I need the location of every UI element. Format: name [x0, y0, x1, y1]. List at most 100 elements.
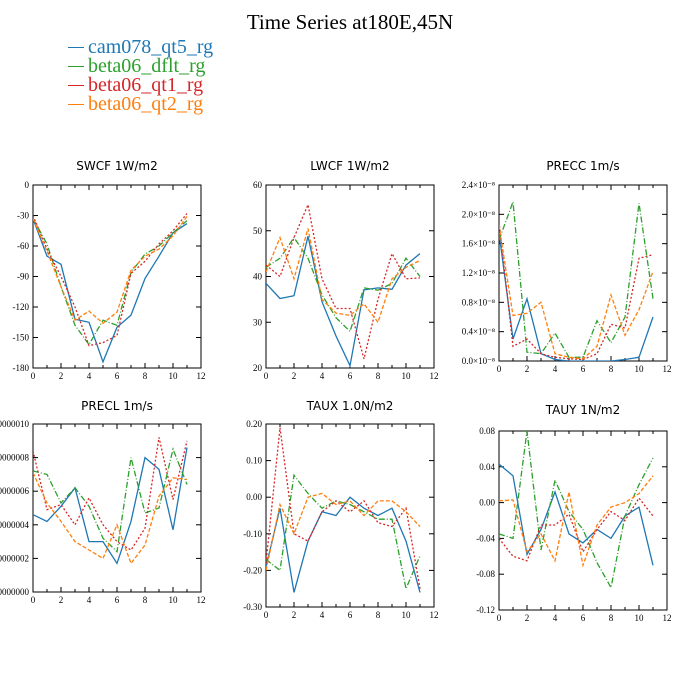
- chart-panel: PRECC 1m/s 0 2 4 6 8 10 12 0.0×10⁻⁸ 0.4×10⁻⁸ 0.8×1…: [462, 159, 672, 374]
- plot-frame: [265, 184, 435, 369]
- x-tick-label: 4: [87, 595, 92, 605]
- series-line: [33, 437, 188, 551]
- plot-frame: [498, 184, 668, 362]
- x-tick-label: 10: [635, 613, 645, 623]
- y-tick-label: 30: [253, 317, 263, 327]
- x-tick-label: 8: [143, 595, 148, 605]
- legend-swatch: [68, 84, 84, 87]
- x-tick-label: 6: [581, 364, 586, 374]
- y-tick-label: 0000000: [0, 587, 30, 597]
- y-tick-label: 0000010: [0, 419, 30, 429]
- legend-entry: cam078_qt5_rg: [68, 36, 214, 58]
- y-tick-label: 50: [253, 226, 263, 236]
- chart-title: TAUY 1N/m2: [545, 403, 621, 417]
- legend-swatch: [68, 65, 84, 68]
- x-tick-label: 2: [292, 371, 297, 381]
- x-tick-label: 2: [59, 371, 64, 381]
- series-line: [266, 202, 421, 360]
- x-tick-label: 0: [31, 371, 36, 381]
- y-tick-label: 0.10: [246, 456, 262, 466]
- y-tick-label: 1.6×10⁻⁸: [462, 239, 495, 249]
- x-tick-label: 0: [264, 610, 269, 620]
- legend-label: cam078_qt5_rg: [88, 36, 214, 58]
- x-tick-label: 6: [115, 371, 120, 381]
- y-tick-label: -150: [13, 333, 30, 343]
- chart-panel: SWCF 1W/m2 0 2 4 6 8 10 12 -180 -150 -120 -90 -60 -30…: [13, 159, 206, 381]
- x-tick-label: 12: [197, 371, 206, 381]
- y-tick-label: -0.04: [476, 533, 495, 543]
- series-line: [266, 228, 421, 324]
- y-tick-label: 2.4×10⁻⁸: [462, 180, 495, 190]
- x-tick-label: 12: [663, 364, 672, 374]
- series-line: [499, 463, 654, 566]
- y-tick-label: 0.20: [246, 419, 262, 429]
- y-tick-label: 0000008: [0, 453, 30, 463]
- y-tick-label: -60: [17, 241, 29, 251]
- x-tick-label: 0: [31, 595, 36, 605]
- series-line: [266, 427, 421, 589]
- series-line: [33, 447, 188, 554]
- legend-label: beta06_qt1_rg: [88, 74, 204, 96]
- y-tick-label: 0.8×10⁻⁸: [462, 297, 495, 307]
- x-tick-label: 6: [115, 595, 120, 605]
- chart-title: LWCF 1W/m2: [310, 159, 389, 173]
- chart-panel: TAUX 1.0N/m2 0 2 4 6 8 10 12 -0.30 -0.20 -0.10 0.00…: [243, 399, 438, 620]
- y-tick-label: 0.04: [479, 462, 495, 472]
- y-tick-label: 20: [253, 363, 263, 373]
- y-tick-label: -30: [17, 211, 29, 221]
- legend-swatch: [68, 103, 84, 106]
- y-tick-label: 0000006: [0, 486, 30, 496]
- series-line: [266, 492, 421, 571]
- series-line: [266, 496, 421, 593]
- x-tick-label: 6: [348, 610, 353, 620]
- x-tick-label: 4: [553, 613, 558, 623]
- y-tick-label: -0.20: [243, 565, 262, 575]
- x-tick-label: 2: [292, 610, 297, 620]
- chart-panel: TAUY 1N/m2 0 2 4 6 8 10 12 -0.12 -0.08 -0.04 0.00 0.…: [476, 403, 671, 623]
- x-tick-label: 2: [59, 595, 64, 605]
- x-tick-label: 4: [320, 371, 325, 381]
- series-line: [266, 236, 421, 368]
- page-title: Time Series at180E,45N: [246, 10, 454, 34]
- x-tick-label: 10: [169, 595, 179, 605]
- x-tick-label: 10: [402, 610, 412, 620]
- series-line: [499, 221, 654, 361]
- x-tick-label: 0: [264, 371, 269, 381]
- legend-entry: beta06_dflt_rg: [68, 55, 213, 77]
- x-tick-label: 10: [169, 371, 179, 381]
- series-line: [499, 201, 654, 358]
- chart-title: PRECC 1m/s: [546, 159, 619, 173]
- series-line: [499, 496, 654, 562]
- x-tick-label: 8: [609, 613, 614, 623]
- legend-entry: beta06_qt1_rg: [68, 74, 213, 96]
- y-tick-label: 40: [253, 272, 263, 282]
- x-tick-label: 6: [581, 613, 586, 623]
- x-tick-label: 10: [635, 364, 645, 374]
- chart-panel: PRECL 1m/s 0 2 4 6 8 10 12 0000000 0000002 0000004…: [0, 399, 206, 605]
- series-line: [499, 232, 654, 361]
- series-line: [266, 236, 421, 333]
- y-tick-label: 2.0×10⁻⁸: [462, 209, 495, 219]
- x-tick-label: 8: [376, 610, 381, 620]
- x-tick-label: 2: [525, 613, 530, 623]
- y-tick-label: 0.4×10⁻⁸: [462, 327, 495, 337]
- x-tick-label: 12: [430, 610, 439, 620]
- y-tick-label: 0: [25, 180, 30, 190]
- x-tick-label: 4: [553, 364, 558, 374]
- x-tick-label: 12: [663, 613, 672, 623]
- y-tick-label: 60: [253, 180, 263, 190]
- y-tick-label: -120: [13, 302, 30, 312]
- legend-label: beta06_qt2_rg: [88, 93, 204, 115]
- y-tick-label: -0.10: [243, 529, 262, 539]
- x-tick-label: 8: [609, 364, 614, 374]
- chart-title: PRECL 1m/s: [81, 399, 153, 413]
- x-tick-label: 8: [143, 371, 148, 381]
- y-tick-label: 0.00: [246, 492, 262, 502]
- legend-label: beta06_dflt_rg: [88, 55, 206, 77]
- series-line: [33, 218, 188, 346]
- chart-panel: LWCF 1W/m2 0 2 4 6 8 10 12 20 30 40 50 60: [253, 159, 439, 381]
- y-tick-label: -0.12: [476, 605, 495, 615]
- x-tick-label: 0: [497, 613, 502, 623]
- x-tick-label: 6: [348, 371, 353, 381]
